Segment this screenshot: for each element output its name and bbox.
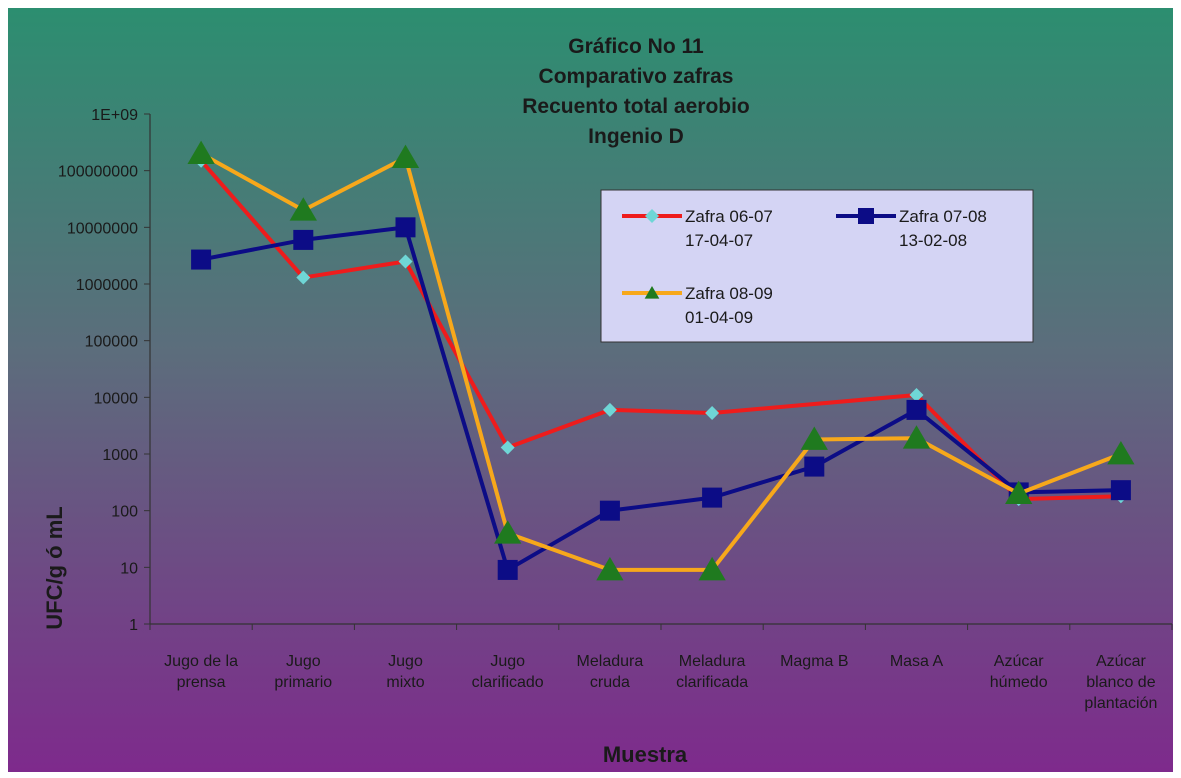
legend-label-line: Zafra 08-09 — [685, 284, 773, 303]
data-point — [187, 140, 215, 165]
data-point — [702, 487, 723, 508]
data-point — [804, 456, 825, 477]
x-tick-label-line: blanco de — [1086, 674, 1155, 691]
x-tick-label-line: Jugo — [388, 653, 423, 670]
data-point — [497, 559, 518, 580]
legend-label-line: Zafra 06-07 — [685, 207, 773, 226]
chart-background — [8, 8, 1173, 772]
data-point — [500, 440, 515, 455]
x-tick-label: Meladura clarificada — [676, 653, 748, 691]
chart-title: Gráfico No 11 Comparativo zafras Recuento … — [522, 35, 750, 148]
series-line — [200, 225, 1121, 572]
legend-marker — [858, 208, 874, 224]
legend-label-line: 13-02-08 — [899, 231, 967, 250]
series-line — [200, 151, 1122, 572]
y-tick-label: 1E+09 — [91, 107, 138, 124]
y-tick-label: 10 — [120, 560, 138, 577]
x-axis-title: Muestra — [603, 742, 688, 767]
x-tick-label-line: plantación — [1084, 695, 1157, 712]
legend-label: Zafra 06-07 17-04-07 — [685, 207, 773, 250]
x-tick-label-line: cruda — [590, 674, 630, 691]
y-axis-title: UFC/g ó mL — [42, 506, 67, 629]
x-tick-label-line: Magma B — [780, 653, 848, 670]
y-tick-label: 100000000 — [58, 164, 138, 181]
data-point — [902, 425, 931, 449]
x-tick-label: Jugo de la prensa — [164, 653, 238, 691]
data-point — [494, 520, 522, 544]
y-tick-label: 1 — [129, 617, 138, 634]
x-tick-label-line: primario — [274, 674, 332, 691]
y-tick-label: 1000000 — [76, 277, 138, 294]
x-tick-label-line: Azúcar — [994, 653, 1044, 670]
x-tick-label-line: Meladura — [679, 653, 746, 670]
legend-label-line: 01-04-09 — [685, 308, 753, 327]
data-point — [391, 144, 420, 169]
y-tick-label: 100000 — [85, 334, 138, 351]
data-point — [395, 217, 416, 238]
x-tick-label-line: mixto — [386, 674, 424, 691]
data-point — [1110, 480, 1131, 501]
data-point — [289, 197, 317, 221]
x-tick-label: Meladura cruda — [577, 653, 644, 691]
x-tick-label: Masa A — [890, 653, 944, 670]
chart-title-line: Ingenio D — [588, 125, 684, 148]
x-tick-label: Jugo clarificado — [472, 653, 544, 691]
data-point — [1005, 480, 1033, 505]
chart-title-line: Recuento total aerobio — [522, 95, 750, 118]
data-point — [599, 500, 620, 521]
data-point — [698, 556, 726, 581]
legend-label: Zafra 07-08 13-02-08 — [899, 207, 987, 250]
x-tick-label-line: Meladura — [577, 653, 644, 670]
x-tick-label: Azúcar húmedo — [990, 653, 1048, 691]
y-tick-label: 10000000 — [67, 220, 138, 237]
series — [187, 140, 1135, 581]
x-tick-label-line: Masa A — [890, 653, 944, 670]
x-tick-label-line: Azúcar — [1096, 653, 1146, 670]
legend-marker — [645, 209, 659, 223]
data-point — [705, 405, 720, 420]
x-tick-label-line: húmedo — [990, 674, 1048, 691]
x-tick-label-line: clarificada — [676, 674, 748, 691]
x-tick-label: Magma B — [780, 653, 848, 670]
y-tick-label: 1000 — [102, 447, 138, 464]
x-tick-label: Azúcar blanco de plantación — [1084, 653, 1157, 712]
chart-title-line: Gráfico No 11 — [568, 35, 704, 58]
legend-label-line: 17-04-07 — [685, 231, 753, 250]
legend-label: Zafra 08-09 01-04-09 — [685, 284, 773, 327]
data-point — [1107, 441, 1135, 465]
data-point — [596, 556, 624, 581]
legend-label-line: Zafra 07-08 — [899, 207, 987, 226]
series-3 — [187, 140, 1135, 581]
y-tick-label: 10000 — [94, 390, 139, 407]
x-tick-label: Jugo primario — [274, 653, 332, 691]
data-point — [293, 229, 314, 250]
data-point — [398, 254, 413, 269]
data-point — [800, 426, 828, 450]
y-tick-label: 100 — [111, 504, 138, 521]
data-point — [602, 402, 617, 417]
legend-marker — [644, 286, 660, 299]
x-tick-label-line: Jugo — [490, 653, 525, 670]
x-tick-label: Jugo mixto — [386, 653, 424, 691]
data-point — [191, 249, 212, 270]
x-tick-label-line: prensa — [177, 674, 226, 691]
chart-title-line: Comparativo zafras — [539, 65, 734, 88]
x-tick-label-line: Jugo de la — [164, 653, 238, 670]
data-point — [906, 399, 927, 420]
x-tick-label-line: Jugo — [286, 653, 321, 670]
axes: 1 10 100 1000 10000 100000 1000000 10000000 1000… — [42, 107, 1173, 767]
data-point — [296, 270, 311, 285]
data-point — [909, 387, 924, 402]
x-tick-label-line: clarificado — [472, 674, 544, 691]
